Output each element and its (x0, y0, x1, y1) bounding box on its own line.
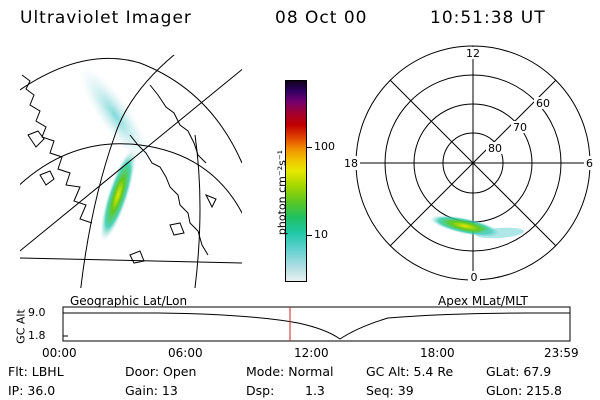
glon-status: GLon: 215.8 (486, 383, 562, 398)
timeline-y-tick: 9.0 (28, 306, 46, 319)
polar-panel-label: Apex MLat/MLT (438, 294, 528, 308)
timeline-x-tick: 00:00 (42, 346, 77, 360)
mlt-label-18: 18 (344, 157, 358, 170)
timeline-x-tick: 06:00 (168, 346, 203, 360)
date-label: 08 Oct 00 (275, 8, 368, 28)
mlt-label-0: 0 (471, 271, 478, 284)
colorbar-tick-label: 100 (314, 140, 335, 153)
geographic-map (20, 55, 242, 288)
mlt-label-right-bg (584, 156, 596, 170)
colorbar-unit-label: photon cm⁻²s⁻¹ (275, 149, 289, 236)
mlt-label-6: 6 (586, 157, 593, 170)
mlt-label-left-bg (342, 156, 360, 170)
instrument-title: Ultraviolet Imager (20, 8, 192, 28)
mlt-label-bottom-bg (468, 271, 480, 284)
colorbar (285, 80, 307, 282)
seq-status: Seq: 39 (366, 383, 414, 398)
lat-label-80-bg (486, 142, 502, 154)
door-status: Door: Open (125, 364, 197, 379)
lat-label-70: 70 (513, 121, 527, 134)
gain-status: Gain: 13 (125, 383, 178, 398)
lat-label-60-bg (534, 97, 550, 109)
altitude-timeline (62, 306, 571, 342)
glat-status: GLat: 67.9 (486, 364, 552, 379)
lat-label-80: 80 (488, 142, 502, 155)
filter-status: Flt: LBHL (8, 364, 64, 379)
auroral-oval-tail (476, 227, 524, 239)
aurora-bright-band (100, 149, 136, 241)
colorbar-tick-major-100 (306, 147, 312, 148)
timeline-x-tick: 18:00 (420, 346, 455, 360)
mlt-label-top-bg (466, 47, 480, 59)
gc-alt-status: GC Alt: 5.4 Re (366, 364, 454, 379)
time-label: 10:51:38 UT (430, 8, 546, 28)
lat-label-60: 60 (536, 97, 550, 110)
dsp-label: Dsp: (246, 383, 275, 398)
mlt-label-12: 12 (466, 47, 480, 60)
colorbar-tick-major-10 (306, 235, 312, 236)
timeline-y-tick: 1.8 (28, 329, 46, 342)
polar-plot: 12 18 6 0 60 70 80 (342, 45, 596, 284)
ip-status: IP: 36.0 (8, 383, 56, 398)
colorbar-tick-label: 10 (314, 228, 328, 241)
altitude-curve (63, 312, 570, 340)
geographic-panel-label: Geographic Lat/Lon (70, 294, 188, 308)
lat-label-70-bg (511, 121, 527, 133)
mode-status: Mode: Normal (246, 364, 334, 379)
timeline-x-tick: 12:00 (294, 346, 329, 360)
dsp-value: 1.3 (305, 383, 325, 398)
timeline-x-tick: 23:59 (544, 346, 579, 360)
timeline-axis-label: GC Alt (14, 309, 28, 344)
